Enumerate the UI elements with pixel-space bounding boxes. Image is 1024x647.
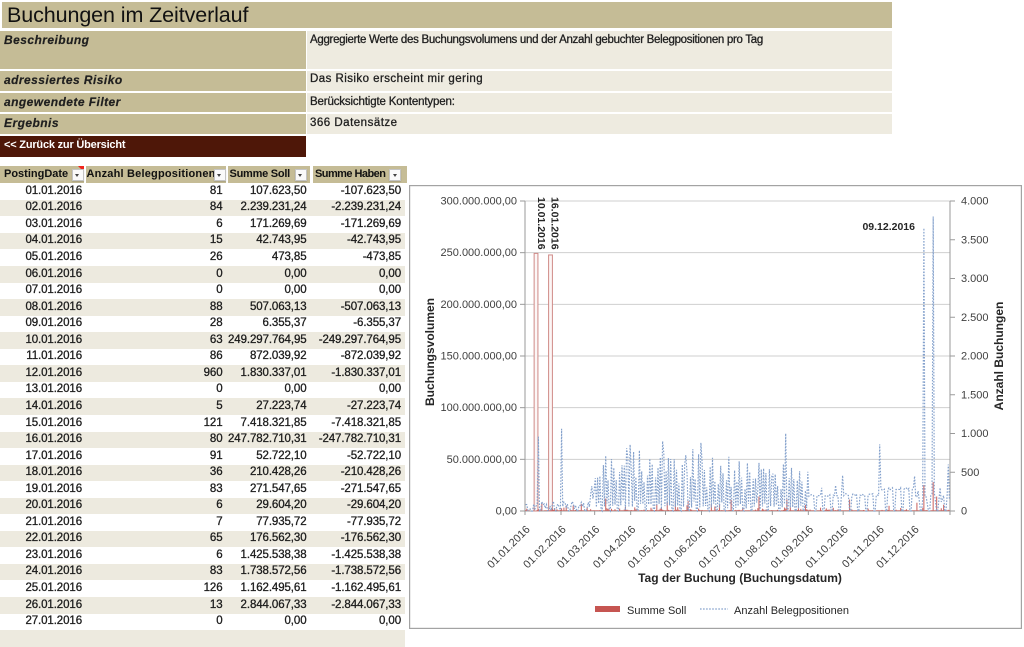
svg-text:2.500: 2.500 [961, 312, 989, 324]
svg-text:200.000.000,00: 200.000.000,00 [441, 299, 517, 311]
svg-text:10.01.2016: 10.01.2016 [535, 197, 547, 250]
svg-text:0,00: 0,00 [496, 506, 517, 518]
svg-text:3.000: 3.000 [961, 273, 989, 285]
svg-text:250.000.000,00: 250.000.000,00 [441, 247, 517, 259]
svg-text:Buchungsvolumen: Buchungsvolumen [423, 298, 437, 406]
svg-text:500: 500 [961, 467, 979, 479]
svg-text:3.500: 3.500 [961, 234, 989, 246]
svg-text:Anzahl Buchungen: Anzahl Buchungen [992, 302, 1006, 411]
svg-text:4.000: 4.000 [961, 196, 989, 208]
svg-text:300.000.000,00: 300.000.000,00 [441, 196, 517, 208]
svg-text:Tag der Buchung (Buchungsdatum: Tag der Buchung (Buchungsdatum) [638, 571, 842, 585]
svg-text:150.000.000,00: 150.000.000,00 [441, 351, 517, 363]
svg-text:1.000: 1.000 [961, 428, 989, 440]
svg-text:100.000.000,00: 100.000.000,00 [441, 402, 517, 414]
svg-text:09.12.2016: 09.12.2016 [862, 221, 915, 233]
svg-text:16.01.2016: 16.01.2016 [549, 197, 561, 250]
svg-text:0: 0 [961, 506, 967, 518]
svg-text:Anzahl Belegpositionen: Anzahl Belegpositionen [734, 605, 849, 617]
svg-text:1.500: 1.500 [961, 389, 989, 401]
svg-text:2.000: 2.000 [961, 351, 989, 363]
svg-text:50.000.000,00: 50.000.000,00 [447, 454, 517, 466]
svg-text:Summe Soll: Summe Soll [627, 605, 686, 617]
